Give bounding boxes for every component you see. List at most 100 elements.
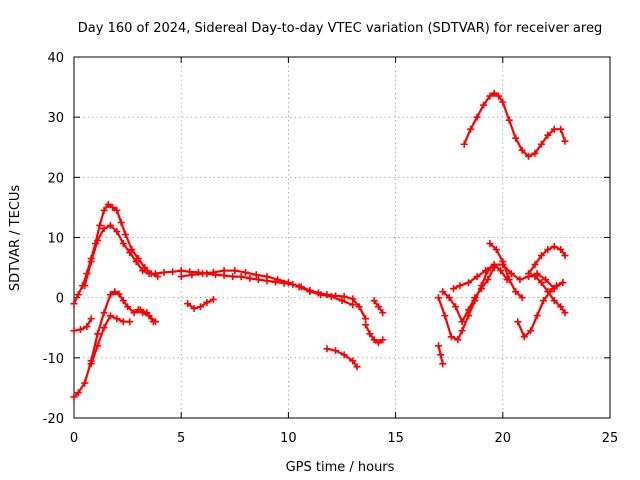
- data-point: [445, 294, 453, 302]
- data-point: [220, 267, 228, 275]
- data-point: [482, 267, 490, 275]
- data-point: [544, 246, 552, 254]
- data-point: [484, 276, 492, 284]
- series-arc-15: [439, 264, 498, 326]
- data-point: [473, 113, 481, 121]
- data-point: [96, 221, 104, 229]
- y-tick-label: -20: [43, 412, 64, 427]
- data-point: [473, 273, 481, 281]
- y-tick-labels: -20 -10 0 10 20 30 40: [43, 51, 64, 427]
- data-point: [100, 309, 108, 317]
- data-point: [229, 273, 237, 281]
- axis-ticks: [73, 56, 611, 419]
- data-point: [434, 342, 442, 350]
- data-point: [355, 303, 363, 311]
- data-point: [94, 237, 102, 245]
- data-point: [550, 297, 558, 305]
- data-point: [332, 347, 340, 355]
- series-arc-3: [81, 221, 153, 290]
- data-point: [349, 357, 357, 365]
- data-point: [486, 92, 494, 100]
- data-point: [542, 276, 550, 284]
- data-point: [557, 125, 565, 133]
- data-point: [284, 279, 292, 287]
- data-point: [160, 268, 168, 276]
- x-tick-label: 20: [495, 431, 512, 446]
- series-arc-5: [87, 312, 134, 368]
- data-point: [117, 218, 125, 226]
- data-point: [119, 297, 127, 305]
- data-point: [540, 297, 548, 305]
- data-point: [145, 270, 153, 278]
- data-point: [362, 315, 370, 323]
- data-point: [525, 152, 533, 160]
- data-point: [537, 252, 545, 260]
- data-point: [550, 243, 558, 251]
- data-point: [533, 312, 541, 320]
- data-point: [499, 98, 507, 106]
- data-point: [550, 125, 558, 133]
- data-point: [94, 342, 102, 350]
- data-point: [74, 389, 82, 397]
- series-line: [527, 245, 567, 275]
- data-point: [151, 318, 159, 326]
- data-point: [520, 333, 528, 341]
- data-point: [83, 323, 91, 331]
- series-line: [488, 242, 524, 299]
- x-tick-label: 25: [602, 431, 619, 446]
- data-point: [480, 101, 488, 109]
- data-point: [130, 309, 138, 317]
- data-point: [317, 291, 325, 299]
- data-point: [106, 291, 114, 299]
- data-point: [370, 336, 378, 344]
- data-point: [199, 270, 207, 278]
- series-line: [516, 281, 564, 338]
- data-point: [544, 288, 552, 296]
- data-point: [209, 268, 217, 276]
- data-point: [495, 92, 503, 100]
- series-group: [70, 89, 569, 401]
- data-point: [246, 274, 254, 282]
- data-point: [190, 304, 198, 312]
- y-tick-label: -10: [43, 352, 64, 367]
- series-arc-11: [362, 321, 387, 347]
- data-point: [263, 273, 271, 281]
- series-arc-6: [134, 306, 159, 326]
- data-point: [362, 321, 370, 329]
- data-point: [177, 273, 185, 281]
- data-point: [561, 252, 569, 260]
- series-line: [72, 203, 159, 305]
- data-point: [100, 224, 108, 232]
- data-point: [370, 297, 378, 305]
- series-arc-12: [370, 297, 387, 317]
- data-point: [119, 318, 127, 326]
- data-point: [486, 240, 494, 248]
- data-point: [338, 297, 346, 305]
- data-point: [531, 273, 539, 281]
- data-point: [106, 312, 114, 320]
- data-point: [184, 300, 192, 308]
- data-point: [100, 206, 108, 214]
- data-point: [366, 330, 374, 338]
- data-point: [452, 303, 460, 311]
- data-point: [237, 273, 245, 281]
- data-point: [306, 288, 314, 296]
- series-arc-20: [525, 243, 569, 278]
- series-arc-19: [514, 279, 567, 341]
- series-arc-8: [177, 267, 357, 309]
- data-point: [512, 134, 520, 142]
- data-point: [87, 315, 95, 323]
- y-tick-label: 30: [47, 111, 64, 126]
- data-point: [242, 268, 250, 276]
- data-point: [447, 333, 455, 341]
- data-point: [126, 249, 134, 257]
- data-point: [374, 339, 382, 347]
- data-point: [81, 379, 89, 387]
- data-point: [113, 227, 121, 235]
- data-point: [379, 336, 387, 344]
- x-tick-labels: 0 5 10 15 20 25: [70, 431, 618, 446]
- data-point: [70, 393, 78, 401]
- data-point: [379, 309, 387, 317]
- data-point: [177, 267, 185, 275]
